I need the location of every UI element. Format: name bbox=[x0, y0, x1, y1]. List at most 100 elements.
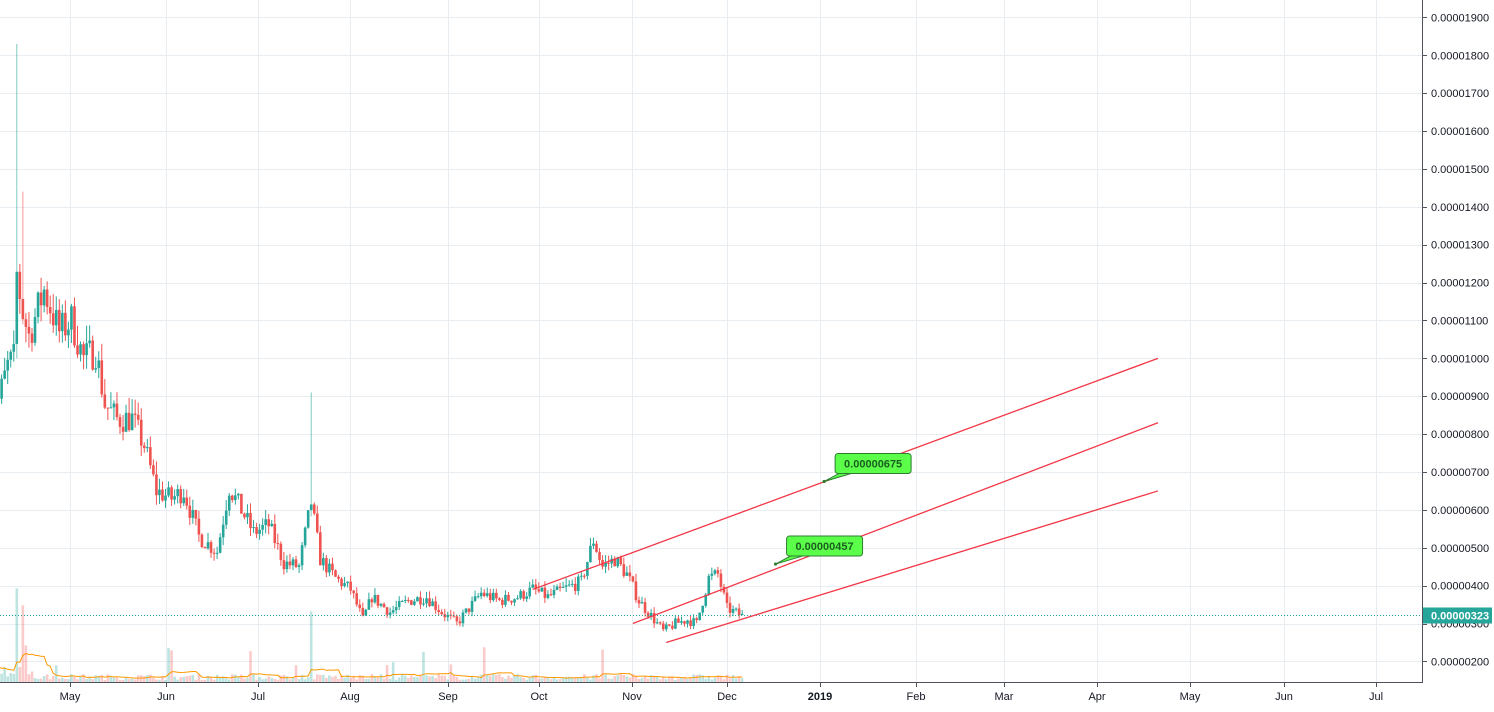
candle-body bbox=[476, 596, 480, 598]
price-axis-bg bbox=[1423, 0, 1494, 707]
volume-bar bbox=[525, 679, 528, 682]
candle-body bbox=[534, 584, 538, 590]
volume-bar bbox=[719, 676, 723, 682]
price-tick-label: 0.00000900 bbox=[1431, 391, 1489, 403]
volume-bar bbox=[455, 676, 459, 682]
volume-bar bbox=[680, 677, 683, 682]
volume-bar bbox=[85, 679, 88, 682]
volume-bar bbox=[734, 678, 738, 682]
volume-bar bbox=[713, 677, 717, 682]
volume-bar bbox=[312, 679, 316, 682]
candle-body bbox=[85, 343, 88, 356]
volume-bar bbox=[531, 675, 535, 682]
candle-body bbox=[674, 618, 677, 629]
candle-body bbox=[179, 489, 182, 504]
volume-bar bbox=[234, 674, 237, 682]
candle-body bbox=[130, 413, 134, 431]
callout-box[interactable] bbox=[834, 452, 912, 474]
price-tick-label: 0.00001400 bbox=[1431, 202, 1489, 214]
volume-bar bbox=[495, 674, 498, 682]
volume-bar bbox=[170, 650, 173, 682]
candle-body bbox=[218, 537, 222, 553]
time-tick-label: May bbox=[1180, 691, 1201, 703]
candle-body bbox=[33, 317, 37, 343]
candle-body bbox=[722, 586, 726, 593]
candle-body bbox=[425, 598, 428, 604]
candle-body bbox=[740, 613, 744, 616]
candle-body bbox=[158, 489, 161, 496]
volume-bar bbox=[261, 679, 264, 682]
volume-bar bbox=[109, 675, 113, 682]
volume-bar bbox=[425, 675, 428, 682]
volume-bar bbox=[513, 675, 516, 682]
volume-bar bbox=[197, 674, 201, 682]
volume-bar bbox=[510, 677, 513, 682]
candle-body bbox=[592, 543, 595, 546]
candle-body bbox=[294, 559, 298, 567]
volume-bar bbox=[249, 651, 252, 682]
volume-bar bbox=[567, 676, 571, 682]
candle-body bbox=[285, 561, 289, 570]
candle-body bbox=[112, 403, 116, 408]
candle-body bbox=[495, 592, 498, 599]
volume-bar bbox=[622, 674, 626, 682]
time-tick-label: Dec bbox=[717, 691, 737, 703]
candle-body bbox=[215, 552, 219, 554]
candle-body bbox=[419, 597, 422, 605]
volume-bar bbox=[458, 679, 462, 682]
volume-bar bbox=[325, 678, 328, 682]
volume-bar bbox=[576, 677, 580, 682]
trend-line[interactable] bbox=[632, 422, 1159, 625]
volume-bar bbox=[634, 676, 638, 682]
candle-body bbox=[237, 493, 240, 496]
candle-body bbox=[522, 591, 525, 599]
candle-body bbox=[689, 620, 692, 627]
volume-bar bbox=[407, 677, 410, 682]
candle-body bbox=[631, 576, 635, 582]
volume-bar bbox=[507, 675, 510, 682]
candle-body bbox=[152, 465, 155, 475]
volume-bar bbox=[649, 675, 653, 682]
candle-body bbox=[288, 561, 292, 566]
candle-body bbox=[698, 612, 701, 621]
volume-bar bbox=[443, 675, 447, 682]
volume-bar bbox=[258, 676, 261, 682]
candle-body bbox=[221, 524, 225, 538]
time-tick-label: Feb bbox=[907, 691, 926, 703]
volume-bar bbox=[276, 679, 280, 682]
volume-bar bbox=[243, 678, 246, 682]
volume-bar bbox=[155, 679, 158, 682]
trend-line[interactable] bbox=[666, 490, 1159, 644]
candle-body bbox=[549, 594, 553, 596]
volume-bar bbox=[18, 667, 22, 682]
volume-bar bbox=[42, 676, 46, 682]
volume-bar bbox=[346, 674, 349, 682]
candle-body bbox=[194, 510, 198, 519]
volume-bar bbox=[631, 674, 635, 682]
volume-bar bbox=[655, 675, 659, 682]
time-tick-label: Mar bbox=[995, 691, 1014, 703]
volume-bar bbox=[279, 675, 283, 682]
candle-body bbox=[331, 563, 334, 571]
candle-body bbox=[716, 570, 720, 574]
volume-bar bbox=[695, 674, 698, 682]
candle-body bbox=[200, 534, 204, 548]
volume-bar bbox=[45, 674, 49, 682]
volume-bar bbox=[203, 679, 207, 682]
candle-body bbox=[76, 345, 79, 355]
candle-body bbox=[349, 581, 352, 591]
callout-label: 0.00000675 bbox=[844, 458, 902, 470]
volume-bar bbox=[501, 677, 504, 682]
candle-body bbox=[561, 586, 565, 588]
candle-body bbox=[573, 583, 577, 591]
callout-box[interactable] bbox=[786, 535, 864, 557]
candle-body bbox=[458, 621, 462, 624]
volume-bar bbox=[252, 674, 255, 682]
volume-bar bbox=[270, 677, 274, 682]
candle-body bbox=[382, 603, 386, 608]
volume-bar bbox=[464, 679, 468, 682]
volume-bar bbox=[646, 678, 650, 682]
candle-body bbox=[173, 496, 176, 500]
